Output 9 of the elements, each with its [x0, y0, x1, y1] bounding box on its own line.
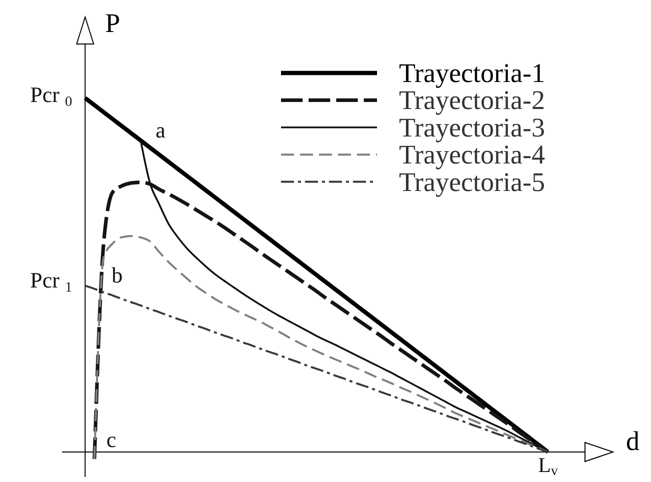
legend-label: Trayectoria-1 [399, 58, 545, 88]
y-axis-title: P [105, 8, 120, 38]
annotation: a [156, 117, 166, 142]
annotation: c [106, 427, 116, 452]
text: Pcr $_{1}$ [30, 268, 72, 296]
annotation: b [112, 262, 123, 288]
text: Pcr $_{0}$ [30, 82, 72, 110]
x-axis-title: d [626, 426, 640, 456]
annotation: L$_{v}$ [538, 453, 558, 478]
